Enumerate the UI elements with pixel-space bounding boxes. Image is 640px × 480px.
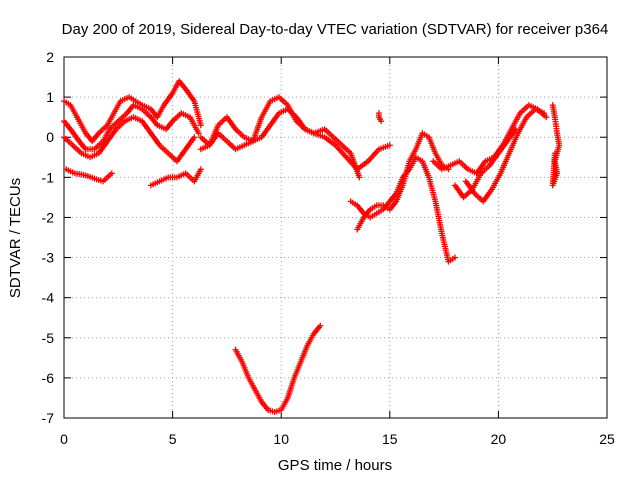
data-point [108, 170, 115, 177]
y-tick-label: -1 [42, 169, 55, 185]
y-axis-title: SDTVAR / TECUs [7, 178, 24, 298]
data-point [195, 130, 202, 137]
data-point [378, 118, 385, 125]
data-points [61, 78, 563, 415]
data-point [197, 122, 204, 129]
data-point [386, 142, 393, 149]
plot-frame [63, 56, 608, 419]
axis-ticks [63, 56, 608, 419]
data-point [197, 166, 204, 173]
y-tick-labels: -7 -6 -5 -4 -3 -2 -1 0 1 2 [42, 49, 55, 426]
y-tick-label: -2 [42, 209, 55, 225]
y-tick-label: -7 [42, 410, 55, 426]
x-axis-title: GPS time / hours [278, 457, 392, 474]
y-tick-label: -3 [42, 250, 55, 266]
x-tick-label: 10 [273, 431, 289, 447]
y-tick-label: -5 [42, 330, 55, 346]
data-point [356, 174, 363, 181]
data-point [543, 114, 550, 121]
x-tick-labels: 0 5 10 15 20 25 [60, 431, 615, 447]
x-tick-label: 25 [599, 431, 615, 447]
data-point [191, 134, 198, 141]
y-tick-label: 2 [46, 49, 54, 65]
chart-title: Day 200 of 2019, Sidereal Day-to-day VTE… [62, 21, 609, 38]
x-tick-label: 15 [382, 431, 398, 447]
data-point [317, 322, 324, 329]
y-tick-label: -4 [42, 290, 55, 306]
x-tick-label: 5 [169, 431, 177, 447]
x-tick-label: 0 [60, 431, 68, 447]
data-point [512, 126, 519, 133]
y-tick-label: -6 [42, 370, 55, 386]
y-tick-label: 1 [46, 89, 54, 105]
data-point [451, 254, 458, 261]
data-point [541, 110, 548, 117]
data-point [551, 150, 558, 157]
x-tick-label: 20 [491, 431, 507, 447]
y-tick-label: 0 [46, 129, 54, 145]
